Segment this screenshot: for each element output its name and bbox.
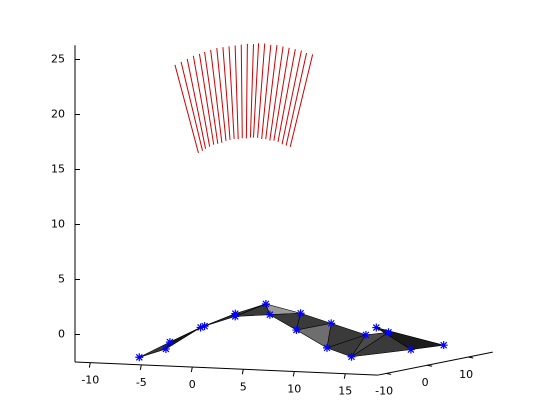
z-tick-label: 15 xyxy=(51,163,65,176)
y-tick-label: -10 xyxy=(375,384,393,397)
segment xyxy=(210,49,223,143)
point-marker xyxy=(347,352,356,361)
y-tick xyxy=(468,356,474,359)
point-marker xyxy=(361,330,370,339)
z-tick-label: 20 xyxy=(51,108,65,121)
point-marker xyxy=(196,323,205,332)
segment xyxy=(192,55,211,147)
x-tick xyxy=(139,364,142,370)
point-marker xyxy=(165,338,174,347)
x-tick-label: 10 xyxy=(287,382,301,395)
segment xyxy=(277,49,296,143)
x-tick-label: -10 xyxy=(81,374,99,387)
segment xyxy=(174,64,199,153)
y-tick xyxy=(427,364,433,367)
segment xyxy=(228,46,235,139)
segment xyxy=(249,44,254,138)
point-marker xyxy=(292,326,301,335)
x-tick-label: 5 xyxy=(240,380,247,393)
point-marker xyxy=(261,299,270,308)
x-tick-label: -5 xyxy=(136,376,147,389)
x-tick-label: 0 xyxy=(189,378,196,391)
point-marker xyxy=(135,353,144,362)
y-tick-label: 10 xyxy=(459,368,473,381)
segment xyxy=(222,47,231,140)
x-axis xyxy=(74,361,378,376)
segment xyxy=(289,54,314,148)
point-marker xyxy=(200,322,209,331)
y-tick-label: 0 xyxy=(422,376,429,389)
point-marker xyxy=(323,343,331,352)
segment xyxy=(257,43,266,138)
z-tick-label: 25 xyxy=(51,53,65,66)
point-marker xyxy=(231,312,240,321)
segment xyxy=(186,58,207,149)
point-marker xyxy=(384,328,393,337)
point-marker xyxy=(372,323,381,332)
point-marker xyxy=(161,344,170,353)
y-axis xyxy=(377,351,493,376)
point-marker xyxy=(439,341,448,350)
x-tick xyxy=(88,362,91,368)
x-tick xyxy=(343,373,346,379)
segment xyxy=(273,47,290,141)
segment xyxy=(261,44,272,140)
x-tick xyxy=(241,369,244,375)
point-marker xyxy=(406,345,415,354)
point-marker xyxy=(265,310,274,319)
surface-facet xyxy=(376,327,444,350)
segment xyxy=(204,51,219,144)
z-tick-label: 0 xyxy=(58,328,65,341)
segment xyxy=(245,43,248,139)
point-marker xyxy=(327,319,336,328)
z-tick-label: 5 xyxy=(58,273,65,286)
x-tick-label: 15 xyxy=(338,385,352,398)
segment xyxy=(285,52,308,146)
point-marker xyxy=(296,309,305,318)
x-tick xyxy=(292,371,295,377)
x-tick xyxy=(190,366,193,373)
segment xyxy=(265,45,278,140)
segment xyxy=(240,44,243,139)
segment xyxy=(180,61,203,151)
y-tick xyxy=(386,372,392,375)
segment xyxy=(253,43,260,138)
z-tick-label: 10 xyxy=(51,218,65,231)
segment xyxy=(198,53,215,145)
segment xyxy=(281,50,302,145)
segment xyxy=(269,46,284,141)
segment xyxy=(216,47,227,141)
segment xyxy=(234,45,239,140)
